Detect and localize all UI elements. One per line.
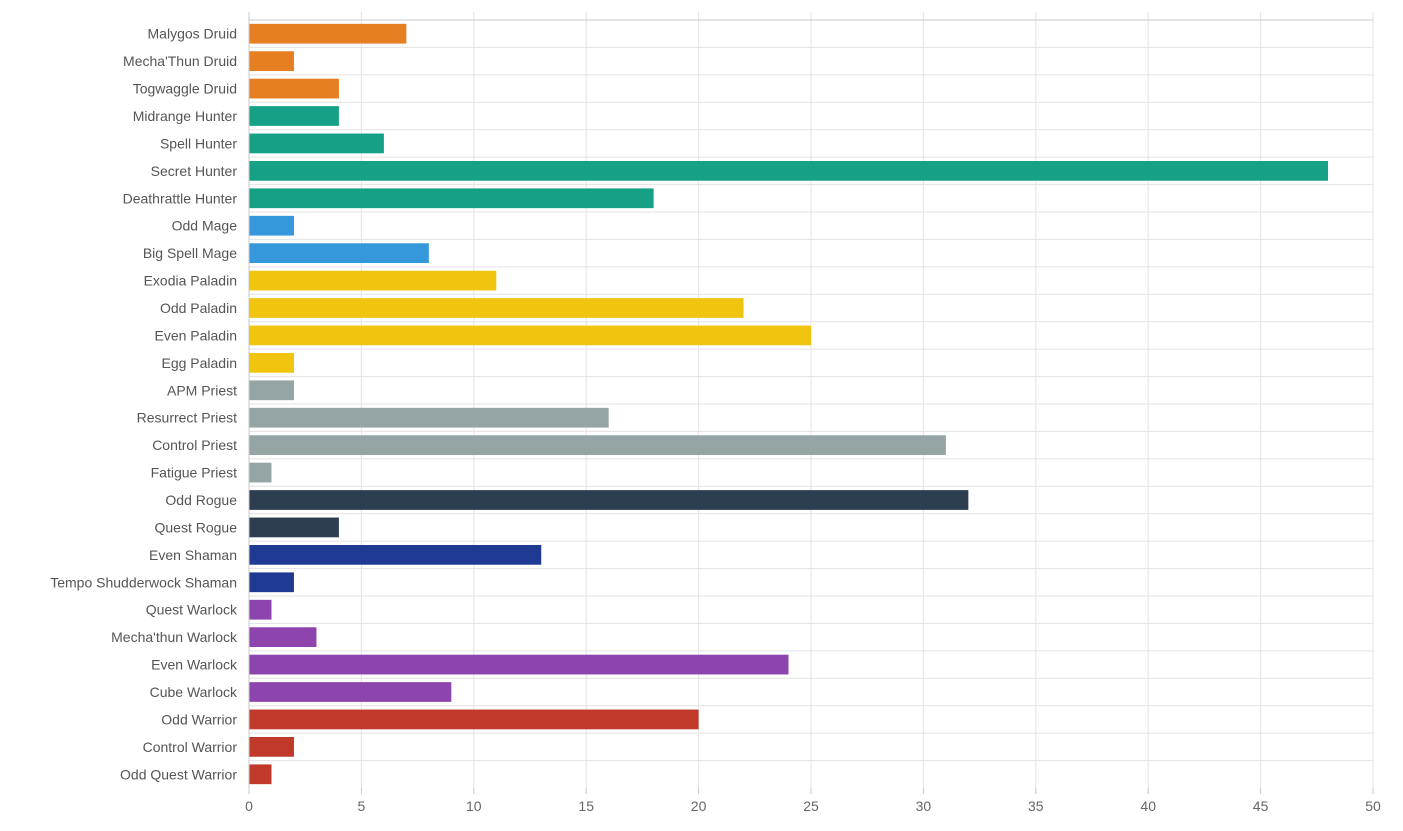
x-tick-label: 25 (803, 798, 819, 814)
category-label: Control Priest (152, 437, 237, 453)
category-label: Quest Rogue (155, 519, 238, 535)
bar[interactable] (249, 298, 744, 318)
category-label: Fatigue Priest (151, 465, 237, 481)
x-tick-labels: 0 5 10 15 20 25 30 35 40 45 50 (245, 788, 1381, 814)
x-tick-label: 0 (245, 798, 253, 814)
bar[interactable] (249, 352, 294, 373)
category-label: Tempo Shudderwock Shaman (50, 574, 237, 590)
x-tick-label: 45 (1253, 798, 1269, 814)
category-labels: Malygos Druid Mecha'Thun Druid Togwaggle D… (50, 26, 238, 783)
bar[interactable] (249, 325, 811, 346)
bar[interactable] (249, 517, 339, 538)
category-label: Even Warlock (151, 657, 238, 673)
bar[interactable] (249, 599, 272, 620)
category-label: Deathrattle Hunter (123, 190, 238, 206)
bar[interactable] (249, 736, 294, 757)
category-label: Big Spell Mage (143, 245, 237, 261)
bars (249, 23, 1329, 785)
x-tick-label: 35 (1028, 798, 1044, 814)
category-label: Mecha'thun Warlock (111, 629, 238, 645)
category-label: Odd Mage (172, 218, 238, 234)
x-tick-label: 5 (358, 798, 366, 814)
bar[interactable] (249, 435, 946, 456)
category-label: Quest Warlock (146, 602, 238, 618)
bar[interactable] (249, 490, 969, 510)
bar[interactable] (249, 23, 407, 44)
category-label: Togwaggle Druid (133, 81, 237, 97)
bar[interactable] (249, 215, 294, 236)
category-label: APM Priest (167, 382, 237, 398)
x-tick-label: 30 (916, 798, 932, 814)
bar[interactable] (249, 544, 542, 565)
grid (248, 12, 1374, 788)
axes (248, 12, 1373, 788)
bar[interactable] (249, 627, 317, 648)
x-tick-label: 40 (1140, 798, 1156, 814)
category-label: Exodia Paladin (144, 273, 237, 289)
category-label: Odd Rogue (165, 492, 237, 508)
bar[interactable] (249, 270, 497, 291)
category-label: Cube Warlock (150, 684, 238, 700)
bar[interactable] (249, 709, 699, 730)
category-label: Odd Quest Warrior (120, 766, 237, 782)
x-tick-label: 20 (691, 798, 707, 814)
bar[interactable] (249, 133, 384, 154)
bar[interactable] (249, 654, 789, 675)
category-label: Midrange Hunter (133, 108, 238, 124)
bar[interactable] (249, 682, 452, 702)
category-label: Mecha'Thun Druid (123, 53, 237, 69)
bar[interactable] (249, 51, 294, 72)
category-label: Even Shaman (149, 547, 237, 563)
category-label: Egg Paladin (161, 355, 237, 371)
category-label: Secret Hunter (151, 163, 238, 179)
bar[interactable] (249, 243, 429, 264)
x-tick-label: 50 (1365, 798, 1381, 814)
bar[interactable] (249, 764, 272, 785)
bar[interactable] (249, 407, 609, 428)
bar[interactable] (249, 572, 294, 593)
x-tick-label: 15 (578, 798, 594, 814)
category-label: Odd Warrior (161, 711, 237, 727)
category-label: Odd Paladin (160, 300, 237, 316)
bar[interactable] (249, 160, 1329, 181)
x-tick-label: 10 (466, 798, 482, 814)
category-label: Malygos Druid (148, 26, 237, 42)
category-label: Even Paladin (154, 327, 237, 343)
category-label: Spell Hunter (160, 135, 237, 151)
bar[interactable] (249, 380, 294, 401)
bar[interactable] (249, 188, 654, 209)
bar[interactable] (249, 106, 339, 126)
bar[interactable] (249, 462, 272, 483)
category-label: Control Warrior (143, 739, 238, 755)
bar[interactable] (249, 78, 339, 99)
category-label: Resurrect Priest (137, 410, 237, 426)
